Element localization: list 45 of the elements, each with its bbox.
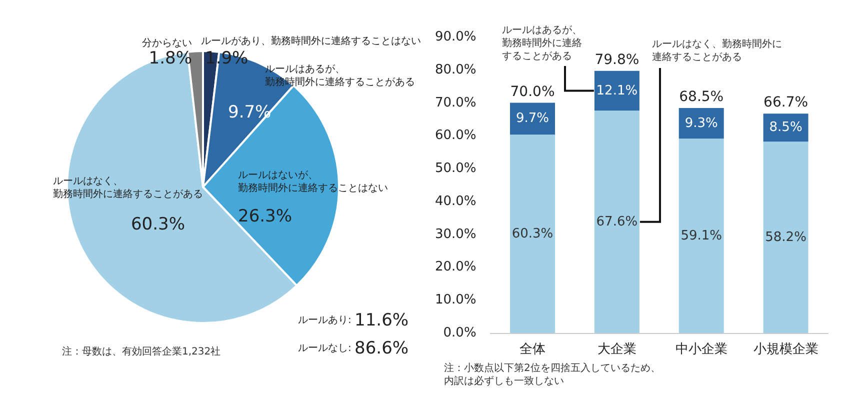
total-label: 70.0% [510, 84, 555, 100]
bar [763, 142, 808, 333]
x-tick-label: 全体 [520, 342, 546, 357]
bar [510, 102, 556, 135]
y-tick-label: 50.0% [434, 161, 476, 176]
data-label: 67.6% [596, 214, 638, 230]
data-label: 26.3% [238, 206, 292, 226]
data-label: 59.1% [680, 228, 722, 244]
text: 注：小数点以下第2位を四捨五入しているため、内訳は必ずしも一致しない [444, 362, 660, 387]
y-tick-label: 0.0% [443, 326, 476, 340]
bar [594, 110, 640, 333]
text: 注：母数は、有効回答企業1,232社 [62, 346, 221, 358]
text: ルールはなく、勤務時間外に連絡することがある [652, 38, 782, 63]
y-tick-label: 40.0% [434, 194, 476, 209]
y-tick-label: 80.0% [434, 62, 476, 78]
y-tick-label: 10.0% [434, 292, 476, 308]
data-label: 60.3% [512, 226, 554, 242]
bar [594, 70, 640, 111]
data-label: 60.3% [130, 214, 185, 234]
y-tick-label: 90.0% [434, 30, 476, 44]
slice-label: 分からない [142, 37, 192, 49]
data-label: 12.1% [596, 83, 638, 98]
data-label: 9.7% [516, 111, 550, 126]
data-label: 8.5% [769, 120, 802, 136]
y-tick-label: 60.0% [434, 128, 476, 144]
bar [510, 134, 556, 333]
bar [678, 138, 724, 333]
x-tick-label: 大企業 [597, 342, 636, 357]
total-label: 66.7% [764, 94, 808, 111]
data-label: 9.7% [228, 102, 272, 122]
y-tick-label: 30.0% [434, 226, 476, 242]
slice-label: ルールがあり、勤務時間外に連絡することはない [201, 35, 421, 47]
data-label: 9.3% [684, 116, 718, 131]
data-label: 58.2% [765, 230, 806, 245]
x-tick-label: 小規模企業 [753, 342, 818, 357]
data-label: 1.8% [148, 48, 192, 68]
bar [678, 108, 724, 139]
slice-label: ルールはないが、勤務時間外に連絡することはない [238, 170, 388, 194]
series-label: ルールはあるが、勤務時間外に連絡することがある [502, 25, 582, 62]
y-tick-label: 20.0% [434, 260, 476, 275]
slice-label: ルールはなく、勤務時間外に連絡することがある [53, 176, 203, 200]
x-tick-label: 中小企業 [675, 342, 728, 357]
total-label: 68.5% [679, 89, 724, 106]
total-label: 79.8% [594, 52, 640, 68]
y-tick-label: 70.0% [434, 95, 476, 110]
